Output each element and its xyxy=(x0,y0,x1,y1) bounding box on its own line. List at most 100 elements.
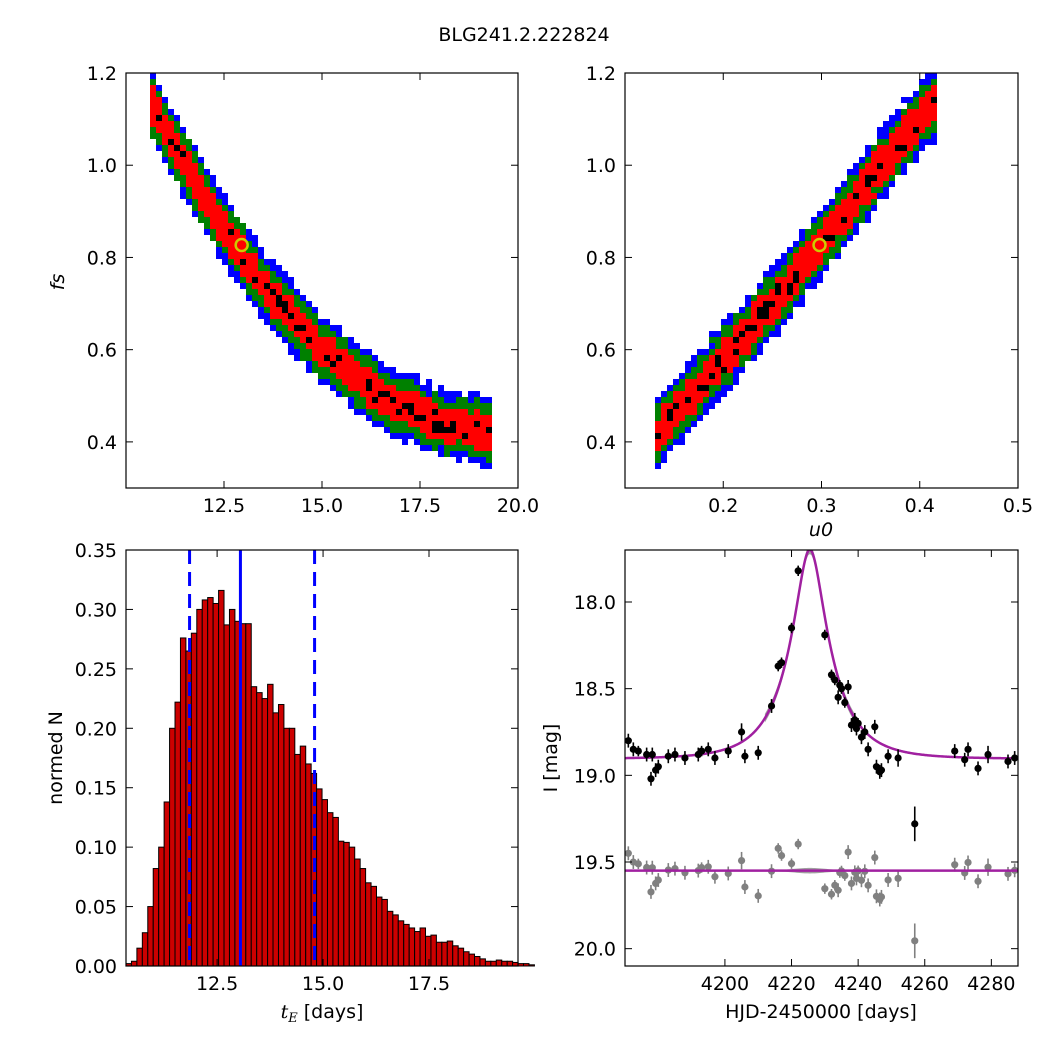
density-cell xyxy=(198,181,204,187)
density-cell xyxy=(312,349,318,355)
density-cell xyxy=(877,175,883,181)
density-cell xyxy=(661,457,667,463)
residual-point xyxy=(634,860,642,868)
density-cell xyxy=(372,391,378,397)
density-cell xyxy=(793,253,799,259)
density-cell xyxy=(757,319,763,325)
density-cell xyxy=(246,271,252,277)
density-cell xyxy=(841,223,847,229)
density-cell xyxy=(474,439,480,445)
density-cell xyxy=(450,439,456,445)
density-cell xyxy=(396,403,402,409)
density-cell xyxy=(655,415,661,421)
density-cell xyxy=(216,247,222,253)
density-cell xyxy=(468,445,474,451)
density-cell xyxy=(444,397,450,403)
residual-point xyxy=(884,876,892,884)
density-cell xyxy=(907,121,913,127)
density-cell xyxy=(174,163,180,169)
density-cell xyxy=(462,445,468,451)
density-cell xyxy=(264,259,270,265)
density-cell xyxy=(228,259,234,265)
y-tick-label: 0.35 xyxy=(75,540,117,562)
density-cell xyxy=(378,361,384,367)
density-cell xyxy=(396,379,402,385)
density-cell xyxy=(270,289,276,295)
density-cell xyxy=(420,385,426,391)
density-cell xyxy=(270,271,276,277)
density-cell xyxy=(799,235,805,241)
density-cell xyxy=(835,247,841,253)
density-cell xyxy=(913,145,919,151)
density-cell xyxy=(865,157,871,163)
density-cell xyxy=(691,355,697,361)
density-cell xyxy=(354,343,360,349)
density-cell xyxy=(186,193,192,199)
density-cell xyxy=(246,241,252,247)
density-cell xyxy=(318,343,324,349)
density-cell xyxy=(288,337,294,343)
density-cell xyxy=(276,271,282,277)
density-cell xyxy=(384,379,390,385)
density-cell xyxy=(288,295,294,301)
density-cell xyxy=(396,391,402,397)
density-cell xyxy=(925,73,931,79)
density-cell xyxy=(727,379,733,385)
density-cell xyxy=(444,409,450,415)
density-cell xyxy=(835,241,841,247)
density-cell xyxy=(330,331,336,337)
density-cell xyxy=(156,145,162,151)
density-cell xyxy=(348,355,354,361)
density-cell xyxy=(234,223,240,229)
density-cell xyxy=(841,193,847,199)
density-cell xyxy=(252,271,258,277)
density-cell xyxy=(264,295,270,301)
density-cell xyxy=(703,409,709,415)
density-cell xyxy=(396,385,402,391)
density-cell xyxy=(204,181,210,187)
density-cell xyxy=(258,295,264,301)
density-cell xyxy=(354,391,360,397)
density-cell xyxy=(216,253,222,259)
density-cell xyxy=(240,223,246,229)
density-cell xyxy=(234,217,240,223)
density-cell xyxy=(835,211,841,217)
density-cell xyxy=(270,325,276,331)
histogram-bar xyxy=(435,941,443,967)
density-cell xyxy=(324,331,330,337)
density-cell xyxy=(655,439,661,445)
density-cell xyxy=(775,313,781,319)
density-cell xyxy=(336,331,342,337)
data-point xyxy=(681,754,689,762)
density-cell xyxy=(438,397,444,403)
density-cell xyxy=(414,421,420,427)
density-cell xyxy=(300,307,306,313)
density-cell xyxy=(210,205,216,211)
density-cell xyxy=(883,181,889,187)
density-cell xyxy=(799,265,805,271)
density-cell xyxy=(432,391,438,397)
density-cell xyxy=(318,361,324,367)
y-tick-label: 18.0 xyxy=(574,592,616,614)
density-cell xyxy=(751,319,757,325)
density-cell xyxy=(727,355,733,361)
density-cell xyxy=(372,373,378,379)
density-cell xyxy=(240,283,246,289)
density-cell xyxy=(847,175,853,181)
density-cell xyxy=(282,319,288,325)
residual-point xyxy=(647,888,655,896)
density-cell xyxy=(745,331,751,337)
density-cell xyxy=(805,283,811,289)
density-cell xyxy=(438,445,444,451)
y-tick-label: 20.0 xyxy=(574,939,616,961)
density-cell xyxy=(198,175,204,181)
density-cell xyxy=(276,289,282,295)
density-cell xyxy=(709,361,715,367)
histogram-bar xyxy=(141,932,149,967)
density-cell xyxy=(246,265,252,271)
density-cell xyxy=(276,313,282,319)
data-point xyxy=(847,721,856,729)
density-cell xyxy=(336,355,342,361)
density-cell xyxy=(348,391,354,397)
y-axis-label: fs xyxy=(47,274,69,291)
